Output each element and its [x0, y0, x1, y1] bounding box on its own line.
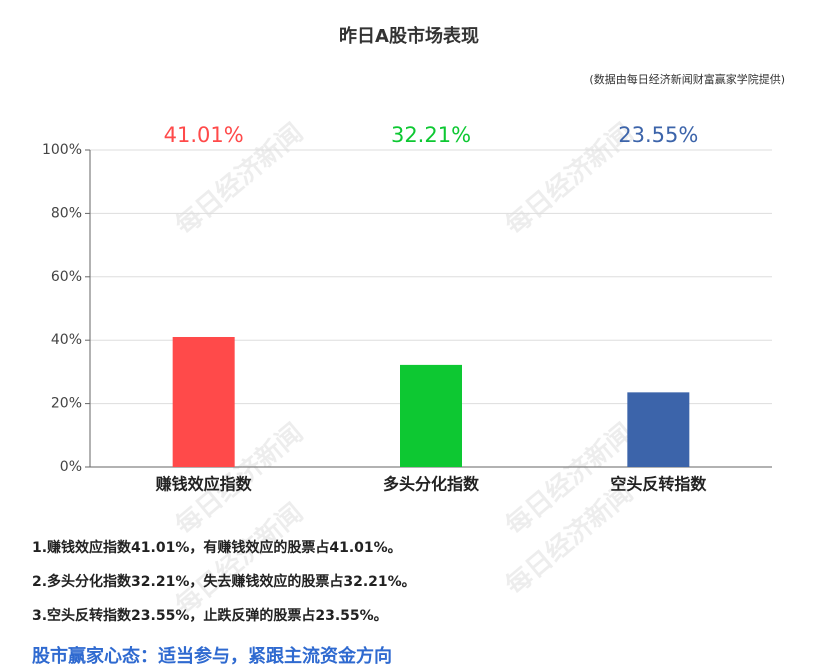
bar: [172, 336, 235, 467]
bar: [627, 392, 690, 467]
y-tick-label: 20%: [51, 396, 82, 412]
y-tick-label: 100%: [42, 142, 82, 158]
x-tick-label: 多头分化指数: [383, 475, 480, 494]
value-label: 41.01%: [164, 123, 244, 147]
value-label: 23.55%: [618, 123, 698, 147]
note: 1.赚钱效应指数41.01%，有赚钱效应的股票占41.01%。: [32, 539, 402, 556]
bar: [400, 364, 462, 467]
x-tick-label: 赚钱效应指数: [155, 475, 253, 494]
y-tick-label: 60%: [51, 269, 82, 285]
x-tick-label: 空头反转指数: [610, 475, 707, 494]
conclusion: 股市赢家心态：适当参与，紧跟主流资金方向: [31, 645, 392, 667]
y-tick-label: 0%: [60, 459, 82, 475]
note: 3.空头反转指数23.55%，止跌反弹的股票占23.55%。: [32, 607, 388, 624]
notes: 1.赚钱效应指数41.01%，有赚钱效应的股票占41.01%。 2.多头分化指数3…: [32, 539, 416, 624]
value-label: 32.21%: [391, 123, 471, 147]
chart-title: 昨日A股市场表现: [339, 25, 479, 47]
y-tick-label: 40%: [51, 332, 82, 348]
y-tick-label: 80%: [51, 205, 82, 221]
note: 2.多头分化指数32.21%，失去赚钱效应的股票占32.21%。: [32, 573, 416, 590]
source-note: (数据由每日经济新闻财富赢家学院提供): [589, 72, 785, 86]
